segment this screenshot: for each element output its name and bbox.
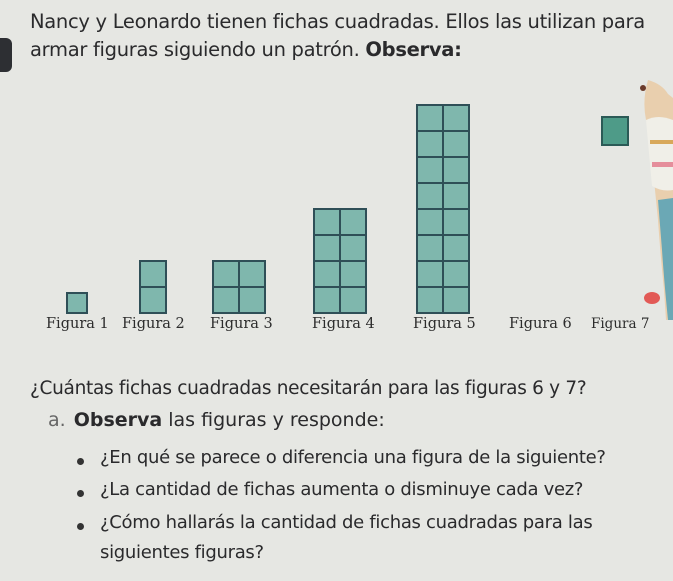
tile bbox=[313, 260, 341, 288]
bullet-dot-3 bbox=[77, 523, 84, 530]
tile bbox=[416, 234, 444, 262]
figure-1 bbox=[66, 292, 88, 314]
tile bbox=[416, 130, 444, 158]
intro-line-2: armar figuras siguiendo un patrón. Obser… bbox=[30, 36, 660, 64]
tile bbox=[442, 286, 470, 314]
figure-3-label: Figura 3 bbox=[210, 316, 273, 332]
figure-2 bbox=[139, 260, 167, 314]
bullet-3: ¿Cómo hallarás la cantidad de fichas cua… bbox=[100, 512, 593, 533]
intro-observa: Observa: bbox=[365, 38, 462, 61]
tile bbox=[212, 286, 240, 314]
tile bbox=[66, 292, 88, 314]
figure-4-label: Figura 4 bbox=[312, 316, 375, 332]
tile bbox=[416, 208, 444, 236]
tile bbox=[416, 104, 444, 132]
tile bbox=[139, 286, 167, 314]
figure-7-label: Figura 7 bbox=[591, 316, 650, 332]
part-a-heading: a. Observa las figuras y responde: bbox=[48, 409, 385, 431]
tile bbox=[442, 130, 470, 158]
part-a-rest: las figuras y responde: bbox=[162, 409, 385, 431]
tile bbox=[212, 260, 240, 288]
tile bbox=[339, 234, 367, 262]
tile bbox=[442, 260, 470, 288]
tile bbox=[442, 156, 470, 184]
tile bbox=[416, 286, 444, 314]
tile bbox=[416, 182, 444, 210]
tile bbox=[442, 234, 470, 262]
tile bbox=[442, 208, 470, 236]
tile bbox=[313, 234, 341, 262]
bullet-dot-2 bbox=[77, 490, 84, 497]
part-a-letter: a. bbox=[48, 409, 66, 431]
intro-line-1: Nancy y Leonardo tienen fichas cuadradas… bbox=[30, 10, 645, 33]
figure-4 bbox=[313, 208, 367, 314]
tile bbox=[313, 286, 341, 314]
tile bbox=[442, 104, 470, 132]
tile bbox=[416, 260, 444, 288]
tile bbox=[416, 156, 444, 184]
figure-3 bbox=[212, 260, 266, 314]
tile bbox=[339, 286, 367, 314]
tile bbox=[238, 286, 266, 314]
tile bbox=[238, 260, 266, 288]
intro-line-2-text: armar figuras siguiendo un patrón. bbox=[30, 38, 366, 61]
figure-6-label: Figura 6 bbox=[509, 316, 572, 332]
figure-2-label: Figura 2 bbox=[122, 316, 185, 332]
figure-5-label: Figura 5 bbox=[413, 316, 476, 332]
part-a-bold: Observa bbox=[73, 409, 163, 431]
tile bbox=[442, 182, 470, 210]
child-illustration bbox=[640, 80, 673, 320]
tile bbox=[339, 260, 367, 288]
figure-5 bbox=[416, 104, 470, 314]
figure-1-label: Figura 1 bbox=[46, 316, 109, 332]
intro-paragraph: Nancy y Leonardo tienen fichas cuadradas… bbox=[30, 8, 660, 64]
question: ¿Cuántas fichas cuadradas necesitarán pa… bbox=[30, 378, 587, 399]
tile bbox=[313, 208, 341, 236]
bullet-dot-1 bbox=[77, 458, 84, 465]
bullet-2: ¿La cantidad de fichas aumenta o disminu… bbox=[100, 479, 584, 500]
tile bbox=[339, 208, 367, 236]
held-tile bbox=[601, 116, 629, 146]
tile bbox=[139, 260, 167, 288]
margin-tab bbox=[0, 38, 12, 72]
bullet-1: ¿En qué se parece o diferencia una figur… bbox=[100, 447, 606, 468]
bullet-3-continued: siguientes figuras? bbox=[100, 542, 264, 563]
